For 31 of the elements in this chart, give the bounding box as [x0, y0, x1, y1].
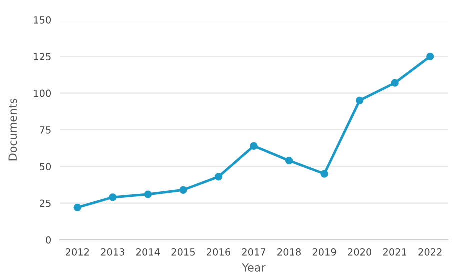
point: [250, 142, 258, 150]
x-tick-label: 2017: [242, 248, 266, 256]
point: [391, 79, 399, 87]
x-tick-label: 2012: [66, 248, 90, 256]
point: [180, 186, 188, 194]
y-axis-title: Documents: [8, 98, 18, 161]
point: [426, 52, 434, 60]
point: [356, 96, 364, 104]
x-tick-label: 2022: [418, 248, 442, 256]
point: [144, 190, 152, 198]
y-tick-label: 150: [34, 16, 52, 24]
x-tick-label: 2021: [383, 248, 407, 256]
y-tick-label: 0: [46, 236, 52, 244]
y-tick-label: 75: [40, 126, 51, 134]
point: [109, 194, 117, 202]
y-tick-label: 25: [40, 200, 51, 208]
x-tick-label: 2018: [278, 248, 301, 256]
y-tick-label: 100: [34, 90, 52, 98]
x-tick-label: 2020: [348, 248, 372, 256]
point: [214, 173, 223, 181]
point: [320, 170, 328, 178]
y-tick-label: 125: [34, 53, 51, 60]
x-axis-title: Year: [242, 264, 266, 272]
x-tick-label: 2014: [136, 248, 160, 256]
x-tick-label: 2016: [207, 248, 230, 256]
point: [285, 156, 294, 165]
x-tick-label: 2015: [172, 248, 195, 256]
y-tick-label: 50: [40, 163, 52, 170]
x-tick-label: 2013: [101, 248, 124, 256]
x-tick-label: 2019: [312, 248, 336, 256]
point: [74, 204, 82, 212]
